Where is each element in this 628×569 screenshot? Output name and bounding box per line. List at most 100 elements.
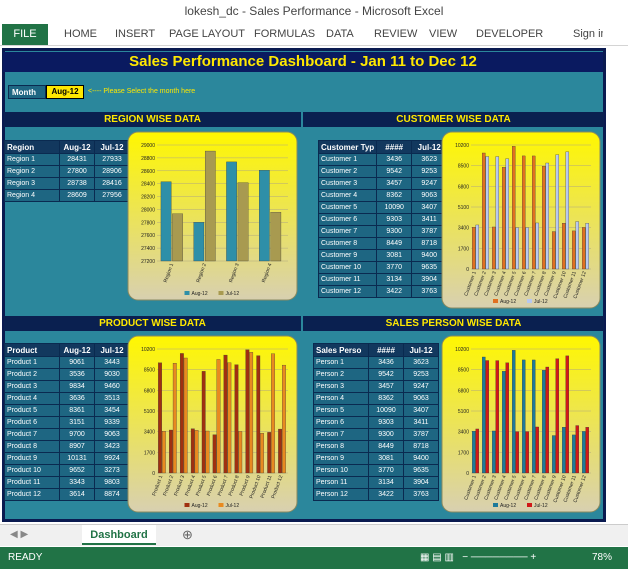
menu-tab[interactable]: PAGE LAYOUT [169,28,246,40]
table-cell: 9303 [368,416,404,429]
bar [505,158,509,270]
bar [216,359,221,474]
bar [572,434,576,474]
column-header: Product [4,343,60,357]
file-tab[interactable]: FILE [2,24,48,45]
table-cell: 8907 [59,440,95,453]
bar [572,230,576,270]
bar [512,146,516,270]
table-cell: Person 1 [313,356,369,369]
table-cell: 9460 [94,380,130,393]
table-cell: 3763 [403,488,439,501]
window-title: lokesh_dc - Sales Performance - Microsof… [184,4,444,18]
header-row: Region Aug-12 Jul-12 [4,140,130,154]
panel-header: CUSTOMER WISE DATA [303,112,604,127]
y-tick-label: 27400 [141,246,155,252]
bar [271,353,275,474]
bar [525,431,529,474]
table-cell: 3454 [94,404,130,417]
y-tick-label: 0 [466,267,469,273]
data-table: Customer Typ #### Jul-12 Customer 1 3436 3623… [317,140,448,298]
table-cell: 9652 [59,464,95,477]
legend-swatch [218,291,224,295]
bar [194,430,199,474]
table-cell: Person 6 [313,416,369,429]
table-cell: Person 11 [313,476,369,489]
table-cell: 3623 [411,153,448,166]
table-cell: 9339 [94,416,130,429]
table-cell: 3273 [94,464,130,477]
y-tick-label: 5100 [144,409,155,415]
bar [482,152,486,270]
bar [522,155,526,270]
bar [238,431,243,474]
table-cell: Person 4 [313,392,369,405]
panel-header: PRODUCT WISE DATA [4,316,301,331]
legend-swatch [527,503,532,507]
table-cell: 9303 [376,213,413,226]
table-cell: 8718 [403,440,439,453]
column-header: Sales Perso [313,343,369,357]
menu-tab[interactable]: REVIEW [374,28,418,40]
table-cell: 3134 [376,273,413,286]
table-cell: Customer 5 [317,201,378,214]
table-cell: Product 1 [4,356,60,369]
table-cell: 3422 [376,285,413,298]
y-tick-label: 1700 [458,450,469,456]
menu-tab[interactable]: HOME [64,28,97,40]
y-tick-label: 8500 [144,368,155,374]
table-cell: Product 4 [4,392,60,405]
chart-bg [441,335,601,513]
y-tick-label: 3400 [458,430,469,436]
y-tick-label: 28600 [141,169,155,175]
table-cell: 3536 [59,368,95,381]
bar [234,364,239,474]
menu-tab[interactable]: DEVELOPER [476,28,544,40]
ready-status: READY [8,552,43,563]
bar [495,360,500,474]
y-tick-label: 1700 [458,246,469,252]
data-table: Product Aug-12 Jul-12 Product 1 9061 3443 Prod… [4,343,130,501]
column-header: Aug-12 [59,140,95,154]
table-row: Person 11 3134 3904 [313,476,439,489]
bar [204,150,216,262]
table-cell: Customer 2 [317,165,378,178]
table-cell: Customer 3 [317,177,378,190]
bar [535,222,539,270]
month-hint: <---- Please Select the month here [88,88,196,95]
bar [158,362,162,474]
table-cell: Region 3 [4,177,60,190]
table-cell: 9400 [403,452,439,465]
table-row: Customer 10 3770 9635 [317,261,448,274]
panel-header: REGION WISE DATA [4,112,301,127]
table-cell: Person 10 [313,464,369,477]
menu-tab[interactable]: FORMULAS [254,28,316,40]
table-cell: 9030 [94,368,130,381]
y-tick-label: 3400 [144,430,155,436]
chart: 27200 27400 27600 27800 28000 28200 28400 28600… [127,131,298,301]
menu-tab[interactable]: VIEW [429,28,458,40]
bar [485,360,490,474]
table-cell: 27933 [94,153,130,166]
menu-tab[interactable]: DATA [326,28,354,40]
table-cell: 9063 [411,189,448,202]
bar [267,432,272,474]
bar [552,435,556,474]
month-select[interactable]: Aug-12 [46,85,84,99]
table-cell: 9700 [59,428,95,441]
sheet-tab[interactable]: Dashboard [82,525,156,545]
table-row: Customer 7 9300 3787 [317,225,448,238]
table-cell: Product 10 [4,464,60,477]
legend-label: Jul-12 [534,299,548,305]
legend-swatch [218,503,224,507]
y-tick-label: 27600 [141,233,155,239]
table-cell: 9063 [94,428,130,441]
table-row: Product 3 9834 9460 [4,380,130,393]
bar [482,356,486,474]
table-cell: 10090 [368,404,404,417]
table-row: Person 12 3422 3763 [313,488,439,501]
menu-tab[interactable]: INSERT [115,28,156,40]
